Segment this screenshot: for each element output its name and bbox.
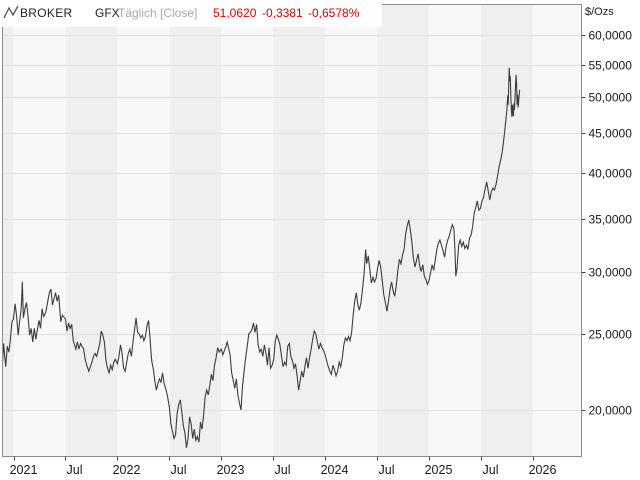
x-axis-tick-label: 2023: [217, 463, 245, 477]
x-axis-tick-label: Jul: [275, 463, 291, 477]
x-axis-tick-label: Jul: [171, 463, 187, 477]
timeframe-label: Täglich [Close]: [118, 6, 198, 20]
y-axis-tick-label: 55,0000: [589, 59, 633, 73]
x-axis-tick-label: Jul: [483, 463, 499, 477]
y-axis-tick-label: 45,0000: [589, 127, 633, 141]
half-year-stripe: [377, 4, 430, 457]
half-year-stripe: [65, 4, 118, 457]
x-axis-tick-label: 2022: [113, 463, 141, 477]
chart-header: BROKER GFX Täglich [Close] 51,0620 -0,33…: [0, 0, 382, 27]
half-year-stripe: [273, 4, 326, 457]
change-absolute-value: -0,3381: [262, 6, 303, 20]
y-axis-tick-label: 40,0000: [589, 167, 633, 181]
y-axis-tick-label: 30,0000: [589, 266, 633, 280]
change-percent-value: -0,6578%: [308, 6, 360, 20]
x-axis-tick-label: Jul: [67, 463, 83, 477]
half-year-stripe: [2, 4, 14, 457]
x-axis-tick-label: 2026: [529, 463, 557, 477]
y-axis-tick-label: 50,0000: [589, 91, 633, 105]
x-axis-tick-label: 2025: [425, 463, 453, 477]
y-axis-tick-label: 35,0000: [589, 213, 633, 227]
y-axis-tick-label: 60,0000: [589, 29, 633, 43]
y-axis-tick-label: 25,0000: [589, 328, 633, 342]
y-axis-unit-label: $/Ozs: [585, 6, 614, 18]
half-year-stripe: [480, 4, 533, 457]
line-chart-icon: [3, 5, 19, 19]
half-year-stripe: [169, 4, 222, 457]
x-axis-tick-label: Jul: [379, 463, 395, 477]
price-series-line: [1, 67, 521, 448]
symbol-label: GFX: [95, 6, 120, 20]
broker-label: BROKER: [20, 6, 73, 20]
last-price-value: 51,0620: [213, 6, 257, 20]
x-axis-tick-label: 2021: [10, 463, 38, 477]
y-axis-tick-label: 20,0000: [589, 404, 633, 418]
x-axis-tick-label: 2024: [321, 463, 349, 477]
